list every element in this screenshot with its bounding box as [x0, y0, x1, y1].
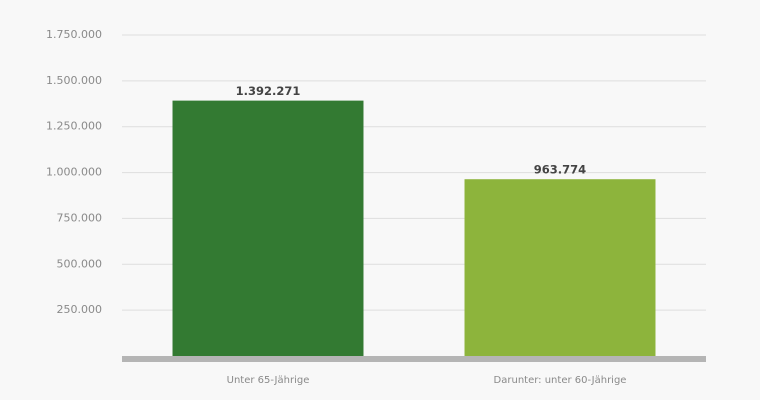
- value-label: 1.392.271: [236, 84, 301, 98]
- y-tick-label: 1.000.000: [46, 166, 102, 179]
- y-tick-label: 1.250.000: [46, 120, 102, 133]
- y-tick-label: 750.000: [57, 211, 103, 224]
- bar: [464, 179, 656, 356]
- x-tick-label: Unter 65-Jährige: [227, 375, 310, 386]
- y-tick-label: 500.000: [57, 257, 103, 270]
- y-tick-label: 250.000: [57, 303, 103, 316]
- value-label: 963.774: [534, 163, 586, 177]
- y-tick-label: 1.500.000: [46, 74, 102, 87]
- bar: [172, 100, 364, 356]
- y-tick-label: 1.750.000: [46, 28, 102, 41]
- x-axis: [122, 356, 706, 362]
- x-tick-label: Darunter: unter 60-Jährige: [494, 375, 627, 386]
